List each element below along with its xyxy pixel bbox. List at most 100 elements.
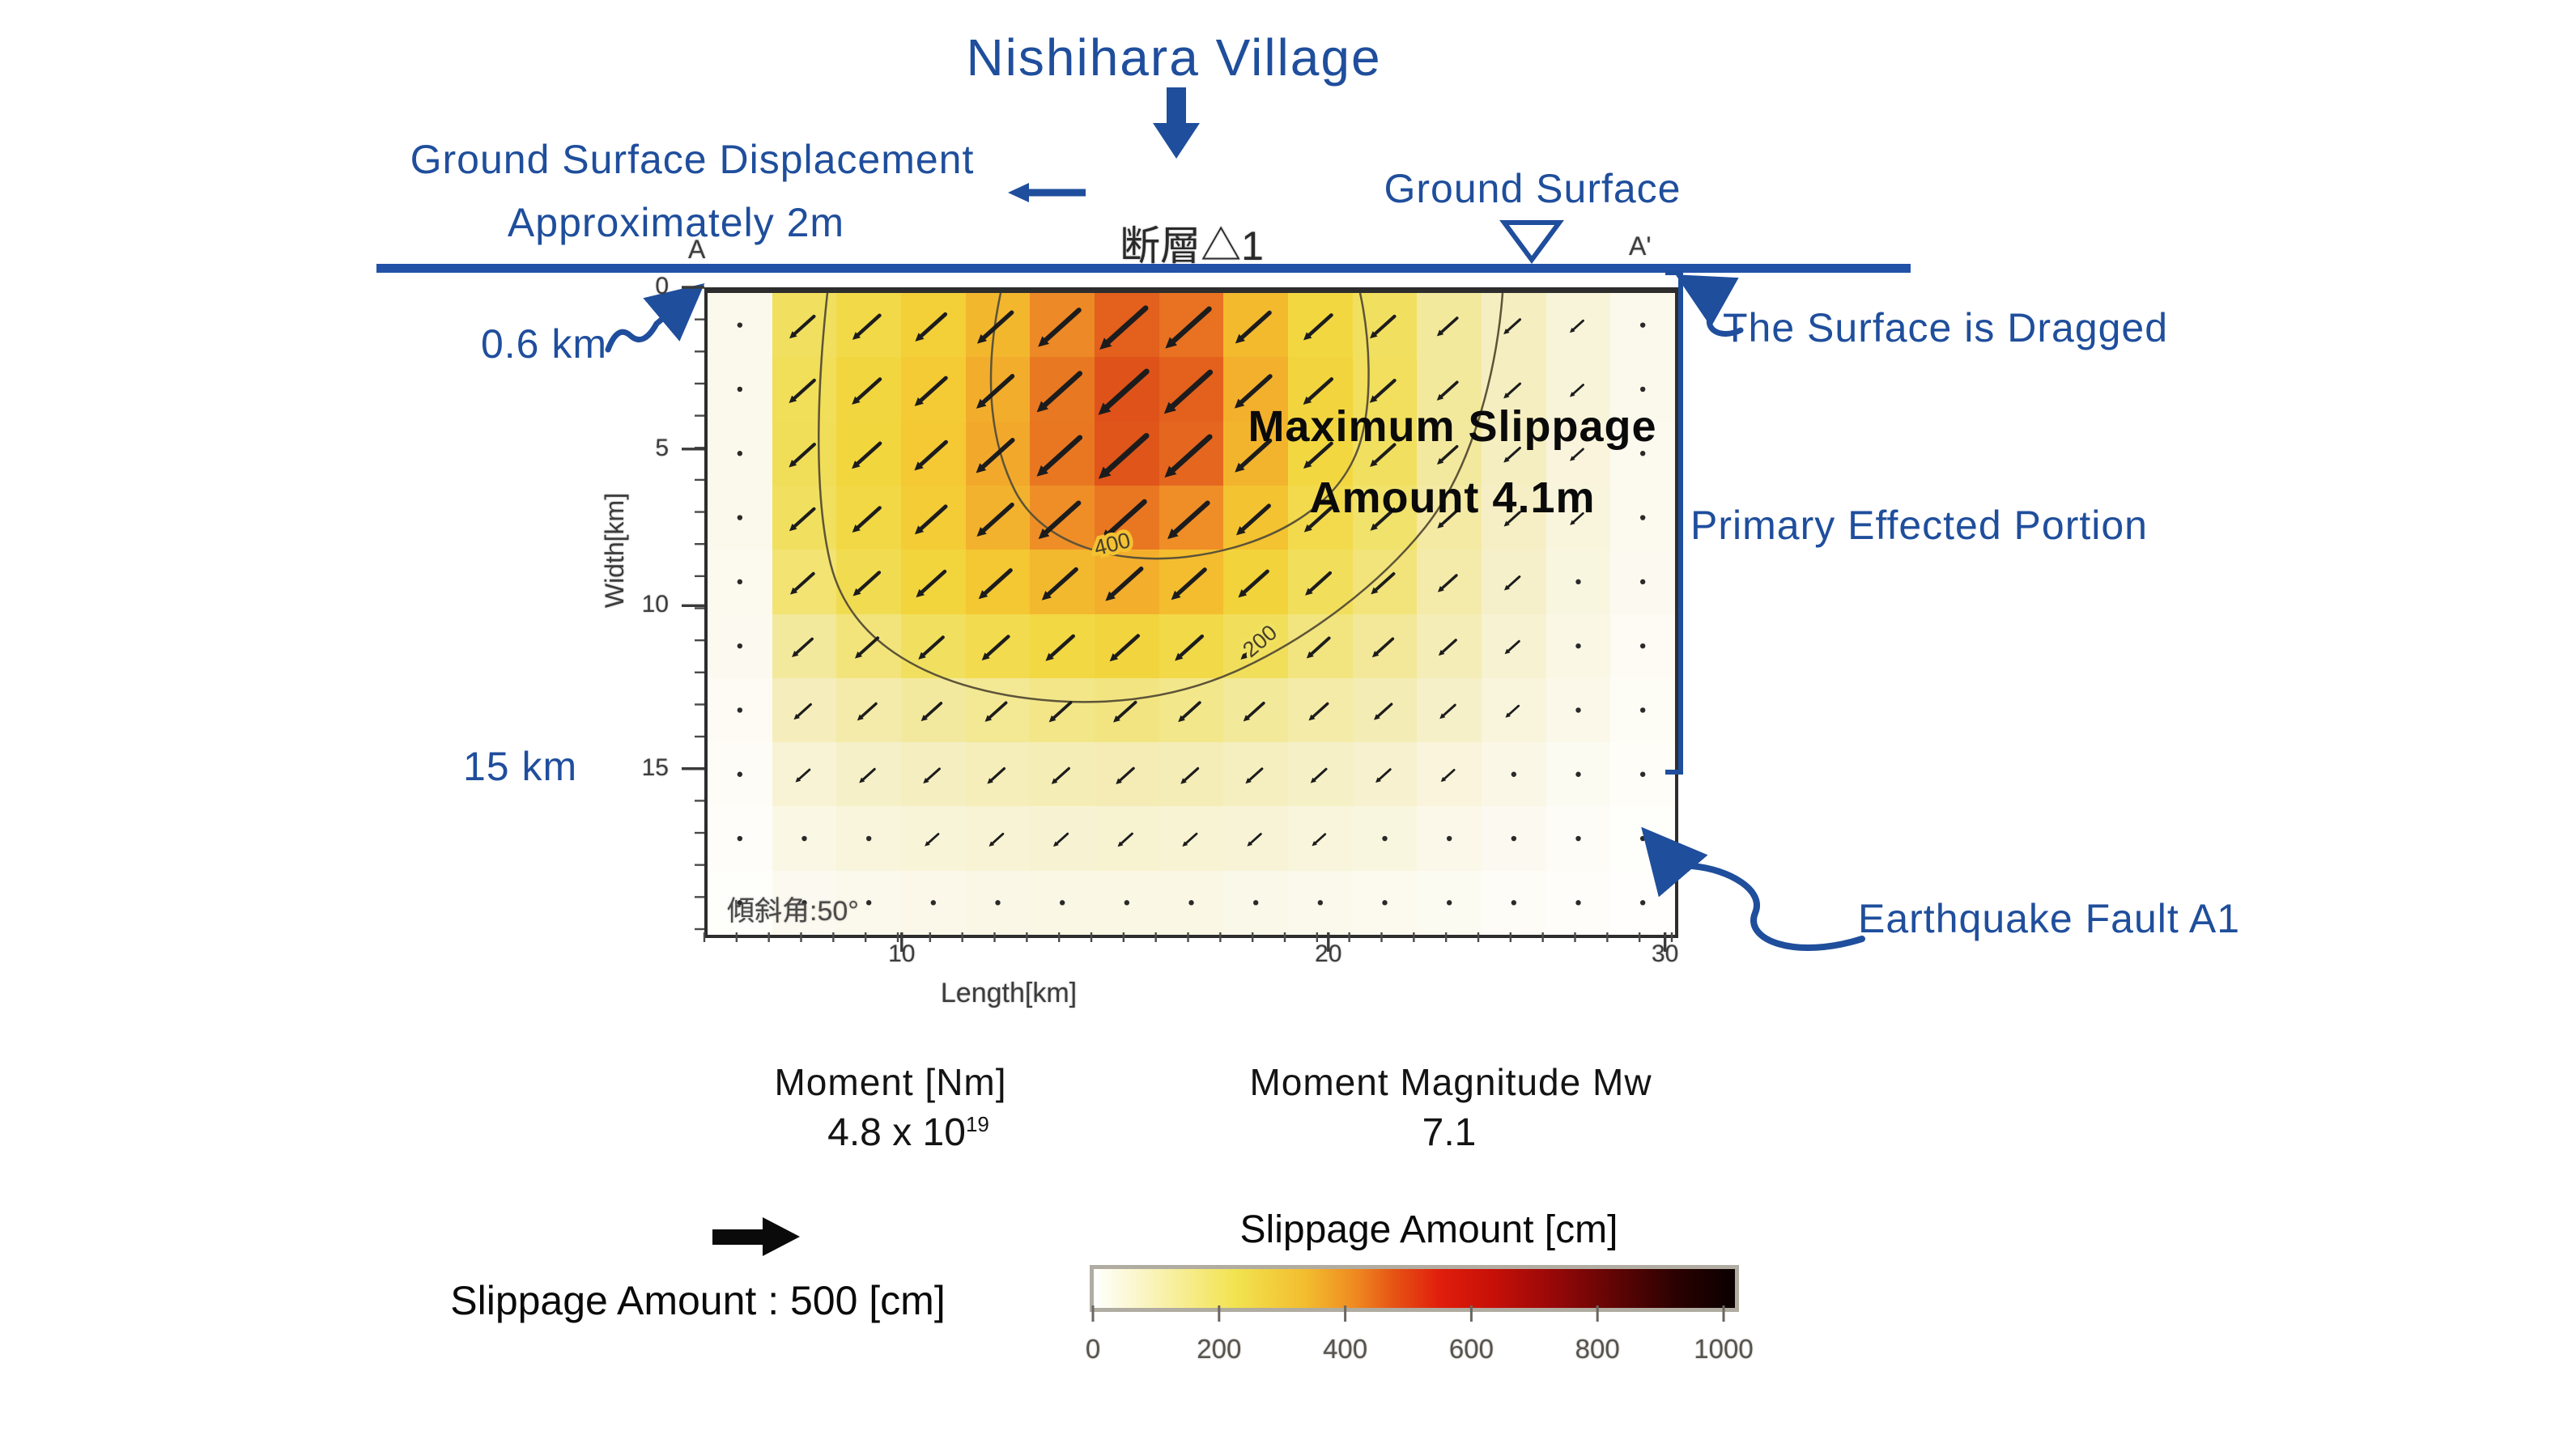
slip-vector-head <box>1235 462 1245 473</box>
magnitude-value: 7.1 <box>1422 1111 1477 1154</box>
slip-vector-head <box>1234 398 1245 409</box>
slip-vector <box>1572 319 1584 331</box>
slip-vector <box>921 635 945 657</box>
slip-vector-head <box>1101 529 1113 541</box>
slip-vector <box>1440 574 1458 590</box>
slip-vector <box>1184 832 1198 845</box>
slip-vector <box>1572 512 1584 524</box>
slip-vector-head <box>1240 652 1249 660</box>
slip-vector <box>856 313 882 337</box>
contour-label: 400 <box>1091 528 1133 560</box>
slip-vector-head <box>1182 841 1188 847</box>
slip-vector <box>1507 511 1521 524</box>
profile-marker-a-prime: A' <box>1629 231 1652 261</box>
slip-vector-head <box>1171 590 1181 601</box>
x-axis-ticks <box>703 932 1673 952</box>
slip-vector-head <box>1569 327 1575 333</box>
slip-vector-head <box>1051 778 1058 784</box>
slip-vector <box>1178 634 1205 658</box>
colorbar-tick-label: 800 <box>1575 1334 1620 1364</box>
slip-vector <box>1046 567 1078 596</box>
slip-vector <box>924 702 943 719</box>
ground-surface-triangle-icon <box>1499 220 1564 265</box>
slip-vector-head <box>1041 591 1052 601</box>
y-tick-label: 15 <box>641 753 669 781</box>
slip-vector-head <box>915 333 925 342</box>
slip-vector <box>1043 308 1082 343</box>
slip-vector-head <box>1243 715 1251 722</box>
slip-dot <box>1639 643 1646 649</box>
colorbar-tick-label: 0 <box>1085 1334 1101 1364</box>
fault-name-jp-label: 断層△1 <box>1120 223 1264 269</box>
slip-vector <box>981 503 1014 533</box>
slip-vector <box>797 703 812 718</box>
slip-dot <box>1511 900 1517 906</box>
slip-vector-head <box>1436 393 1444 401</box>
page-title: Nishihara Village <box>966 28 1382 87</box>
slip-vector-head <box>1570 456 1575 461</box>
slip-vector <box>1249 833 1262 845</box>
slip-vector <box>1439 380 1459 398</box>
colorbar-title: Slippage Amount [cm] <box>1239 1208 1618 1251</box>
slip-vector-head <box>859 777 865 783</box>
slip-vector <box>980 438 1015 469</box>
slip-vector-head <box>852 461 861 469</box>
slip-vector <box>1507 704 1520 716</box>
slip-vector <box>1044 500 1082 535</box>
slip-vector <box>1507 575 1521 588</box>
slip-vector <box>1314 833 1327 844</box>
slip-vector-head <box>1306 651 1314 659</box>
slip-vector-head <box>789 331 797 339</box>
slip-vector <box>856 377 882 401</box>
slip-vector-head <box>1178 715 1185 723</box>
slip-vector <box>918 376 948 403</box>
slip-vector <box>1310 636 1331 656</box>
primary-effected-label: Primary Effected Portion <box>1690 503 2148 548</box>
slip-vector <box>985 635 1010 657</box>
slip-vector-head <box>1303 460 1312 469</box>
colorbar-tick-label: 400 <box>1323 1334 1368 1364</box>
slip-vector-head <box>1245 778 1252 784</box>
slip-dot <box>865 835 872 842</box>
slip-dot <box>1124 900 1130 906</box>
slip-vector-head <box>1371 587 1379 595</box>
slip-vector-head <box>978 590 989 600</box>
slip-dot <box>1639 579 1646 585</box>
slip-vector-head <box>1305 588 1313 596</box>
slip-vector-head <box>789 524 797 532</box>
slip-vector-head <box>976 333 988 344</box>
slip-dot <box>865 900 872 906</box>
slip-vector-head <box>1098 402 1112 415</box>
slip-vector-head <box>789 460 797 468</box>
slip-vector <box>1373 507 1397 528</box>
slip-vector-head <box>1375 777 1381 783</box>
slip-vector <box>793 507 816 528</box>
slip-vector <box>920 569 947 594</box>
ground-displacement-label-line1: Ground Surface Displacement <box>410 137 975 182</box>
slip-vector <box>983 568 1013 596</box>
slip-vector-head <box>1371 651 1380 658</box>
depth-bottom-label: 15 km <box>463 744 578 789</box>
slip-vector-head <box>1163 401 1176 414</box>
slip-vector-head <box>1048 715 1057 723</box>
slip-dot <box>1639 322 1646 328</box>
slip-dot <box>737 643 743 649</box>
max-slippage-label-line1: Maximum Slippage <box>1248 402 1657 451</box>
max-slippage-label-line2: Amount 4.1m <box>1309 473 1596 522</box>
slip-vector <box>1506 318 1522 333</box>
slip-vector-head <box>1116 778 1122 784</box>
dip-angle-label: 傾斜角:50° <box>727 896 859 927</box>
x-tick-label: 10 <box>888 940 916 967</box>
ground-surface-line <box>376 264 1911 273</box>
slip-dot <box>1252 900 1259 906</box>
down-arrow-icon <box>1153 87 1200 159</box>
slip-vector <box>925 767 941 782</box>
slip-vector <box>1248 767 1264 782</box>
slip-dot <box>1059 900 1065 906</box>
slip-vector-head <box>1167 528 1179 540</box>
slip-vector-head <box>1247 841 1253 847</box>
slip-vector <box>991 832 1005 845</box>
slip-vector <box>1246 701 1265 719</box>
slip-vector <box>1106 499 1147 537</box>
slip-vector <box>793 571 815 592</box>
